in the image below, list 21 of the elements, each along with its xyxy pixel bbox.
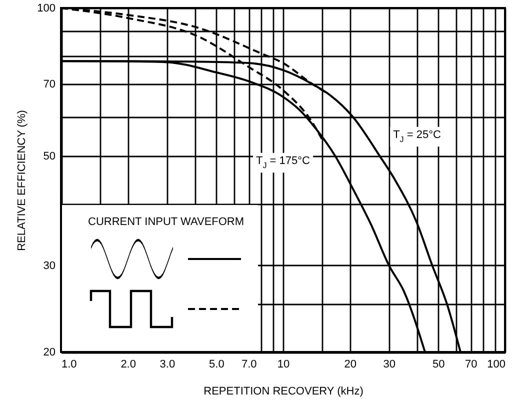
y-tick-label: 30 (43, 260, 56, 272)
annotation: T$_{J}$ = 25°C (393, 128, 441, 144)
x-tick-label: 2.0 (120, 358, 136, 370)
y-tick-label: 100 (37, 2, 56, 14)
x-tick-label: 30 (383, 358, 396, 370)
annotation: T$_{J}$ = 175°C (256, 154, 310, 170)
y-tick-label: 20 (43, 346, 56, 358)
x-tick-label: 7.0 (241, 358, 257, 370)
x-tick-label: 70 (464, 358, 478, 370)
y-axis-title: RELATIVE EFFICIENCY (%) (16, 110, 28, 251)
x-tick-label: 1.0 (62, 358, 77, 370)
x-tick-label: 10 (277, 358, 290, 370)
x-tick-label: 100 (487, 358, 506, 370)
y-tick-label: 50 (43, 150, 56, 163)
x-axis-title: REPETITION RECOVERY (kHz) (204, 386, 364, 398)
y-tick-label: 70 (43, 78, 56, 91)
x-tick-label: 50 (432, 358, 445, 370)
x-tick-label: 5.0 (209, 358, 224, 370)
x-tick-label: 20 (344, 358, 356, 370)
legend-title: CURRENT INPUT WAVEFORM (88, 216, 244, 228)
x-tick-label: 3.0 (160, 358, 176, 370)
